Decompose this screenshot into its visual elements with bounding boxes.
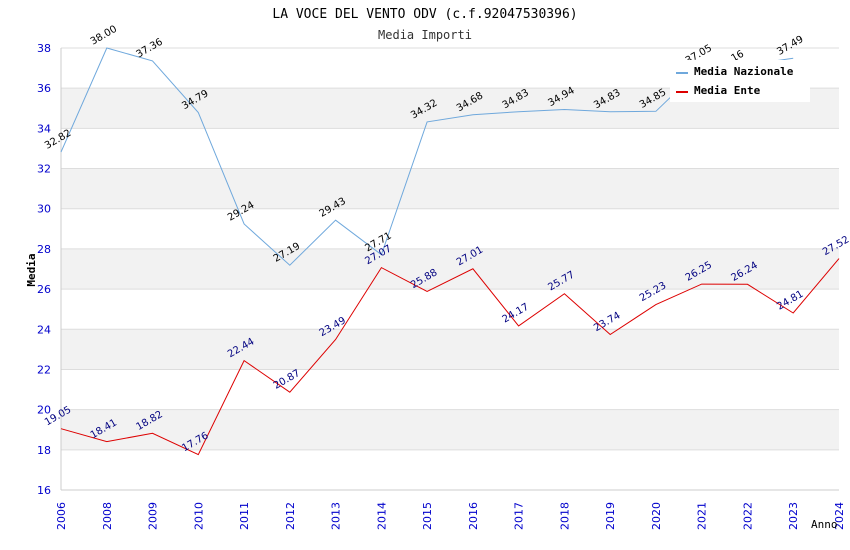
legend-box bbox=[670, 60, 810, 102]
x-tick-label: 2024 bbox=[833, 502, 846, 530]
legend-label-media-ente: Media Ente bbox=[694, 84, 761, 97]
x-tick-label: 2017 bbox=[513, 502, 526, 530]
grid-band bbox=[61, 168, 839, 209]
x-tick-label: 2011 bbox=[238, 502, 251, 530]
x-tick-label: 2021 bbox=[696, 502, 709, 530]
y-tick-label: 38 bbox=[37, 42, 51, 55]
legend-label-media-nazionale: Media Nazionale bbox=[694, 65, 794, 78]
data-label-media-nazionale: 37.49 bbox=[775, 34, 805, 58]
y-tick-label: 36 bbox=[37, 82, 51, 95]
data-label-media-nazionale: 38.00 bbox=[89, 24, 119, 48]
chart-title: LA VOCE DEL VENTO ODV (c.f.92047530396) bbox=[272, 7, 577, 22]
y-axis-label: Media bbox=[25, 253, 38, 286]
x-tick-label: 2013 bbox=[330, 502, 343, 530]
chart-subtitle: Media Importi bbox=[378, 28, 472, 42]
x-tick-label: 2019 bbox=[604, 502, 617, 530]
y-tick-labels: 16 18 20 22 24 26 28 30 32 34 36 38 bbox=[37, 42, 51, 497]
data-label-media-nazionale: 37.36 bbox=[135, 37, 165, 61]
grid-band bbox=[61, 329, 839, 370]
plot-background-bands bbox=[61, 88, 839, 450]
y-tick-label: 20 bbox=[37, 404, 51, 417]
x-tick-label: 2023 bbox=[787, 502, 800, 530]
legend: Media Nazionale Media Ente bbox=[670, 60, 810, 102]
series-line-media-ente bbox=[60, 258, 840, 456]
x-axis-label: Anno bbox=[811, 518, 838, 531]
y-tick-label: 32 bbox=[37, 163, 51, 176]
y-tick-label: 26 bbox=[37, 283, 51, 296]
y-tick-label: 18 bbox=[37, 444, 51, 457]
x-tick-label: 2018 bbox=[558, 502, 571, 530]
x-tick-label: 2010 bbox=[192, 502, 205, 530]
y-tick-label: 34 bbox=[37, 122, 51, 135]
y-tick-label: 16 bbox=[37, 484, 51, 497]
x-tick-label: 2008 bbox=[101, 502, 114, 530]
y-tick-label: 24 bbox=[37, 323, 51, 336]
grid-band bbox=[61, 409, 839, 450]
x-tick-labels: 2006 2008 2009 2010 2011 2012 2013 2014 2015 2016… bbox=[55, 502, 846, 530]
x-tick-label: 2009 bbox=[147, 502, 160, 530]
x-tick-label: 2015 bbox=[421, 502, 434, 530]
x-tick-label: 2020 bbox=[650, 502, 663, 530]
y-tick-label: 28 bbox=[37, 243, 51, 256]
x-tick-label: 2012 bbox=[284, 502, 297, 530]
y-tick-label: 30 bbox=[37, 203, 51, 216]
x-tick-label: 2006 bbox=[55, 502, 68, 530]
x-tick-label: 2016 bbox=[467, 502, 480, 530]
x-tick-label: 2022 bbox=[741, 502, 754, 530]
grid-band bbox=[61, 248, 839, 290]
y-tick-label: 22 bbox=[37, 363, 51, 376]
x-tick-label: 2014 bbox=[375, 502, 388, 530]
data-label-media-ente: 20.87 bbox=[272, 368, 302, 392]
data-label-media-ente: 24.81 bbox=[775, 289, 805, 313]
